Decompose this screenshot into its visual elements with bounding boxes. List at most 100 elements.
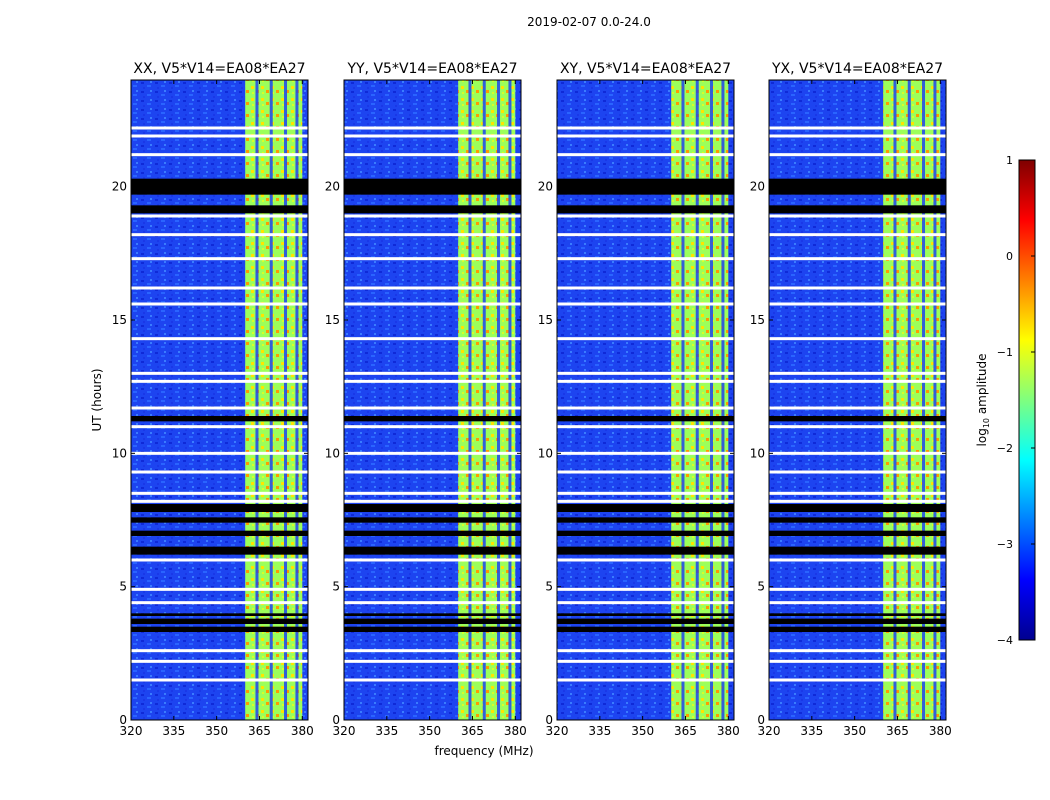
data-gap-row — [344, 153, 521, 157]
data-gap-row — [344, 379, 521, 383]
data-gap-row — [769, 379, 946, 383]
channel-gap — [695, 80, 699, 720]
flagged-row — [557, 530, 734, 536]
x-tick-label: 350 — [418, 724, 441, 738]
y-tick-label: 5 — [545, 580, 553, 594]
channel-gap — [255, 80, 259, 720]
data-gap-row — [557, 649, 734, 653]
flagged-row — [344, 416, 521, 422]
data-gap-row — [557, 587, 734, 591]
data-gap-row — [344, 558, 521, 562]
colorbar-label-log: log — [975, 428, 989, 446]
colorbar-label: log10 amplitude — [975, 354, 991, 447]
data-gap-row — [769, 214, 946, 218]
x-tick-label: 350 — [631, 724, 654, 738]
colorbar-tick-label: 1 — [1006, 154, 1013, 167]
data-gap-row — [131, 302, 308, 306]
data-gap-row — [557, 601, 734, 605]
flagged-row — [344, 517, 521, 523]
colorbar-label-rest: amplitude — [975, 354, 989, 418]
flagged-row — [557, 546, 734, 555]
data-gap-row — [131, 649, 308, 653]
channel-gap — [269, 80, 273, 720]
data-gap-row — [769, 558, 946, 562]
data-gap-row — [344, 587, 521, 591]
data-gap-row — [344, 134, 521, 138]
flagged-row — [769, 546, 946, 555]
y-tick-label: 5 — [332, 580, 340, 594]
data-gap-row — [131, 491, 308, 495]
panel-frame — [343, 79, 522, 721]
data-gap-row — [131, 406, 308, 410]
x-tick-label: 380 — [291, 724, 314, 738]
data-gap-row — [344, 406, 521, 410]
flagged-row — [131, 178, 308, 195]
flagged-row — [131, 530, 308, 536]
channel-gap — [508, 80, 512, 720]
data-gap-row — [769, 233, 946, 237]
flagged-row — [769, 205, 946, 214]
y-tick-label: 0 — [545, 713, 553, 727]
panel-2: XY, V5*V14=EA08*EA27 320 335 350 365 380 0 5 10 1… — [538, 61, 740, 738]
data-gap-row — [344, 678, 521, 682]
data-gap-row — [131, 337, 308, 341]
data-gap-row — [769, 286, 946, 290]
flagged-row — [769, 416, 946, 422]
data-gap-row — [769, 134, 946, 138]
channel-gap — [295, 80, 299, 720]
colorbar-label-sub: 10 — [982, 418, 991, 428]
colorbar-tick-label: 0 — [1006, 250, 1013, 263]
channel-gap — [284, 80, 288, 720]
flagged-row — [131, 517, 308, 523]
data-gap-row — [769, 659, 946, 663]
flagged-row — [344, 626, 521, 632]
colorbar: 10−1−2−3−4 log10 amplitude — [975, 154, 1036, 647]
panel-frame — [768, 79, 947, 721]
data-gap-row — [769, 337, 946, 341]
data-gap-row — [344, 470, 521, 474]
data-gap-row — [557, 371, 734, 375]
data-gap-row — [344, 649, 521, 653]
flagged-row — [769, 178, 946, 195]
channel-gap — [907, 80, 911, 720]
data-gap-row — [131, 470, 308, 474]
data-gap-row — [344, 499, 521, 503]
x-tick-label: 320 — [546, 724, 569, 738]
data-gap-row — [557, 257, 734, 261]
data-gap-row — [344, 451, 521, 455]
flagged-row — [344, 530, 521, 536]
panel-0: XX, V5*V14=EA08*EA27 320 335 350 365 380 0 5 10 1… — [112, 61, 314, 738]
data-gap-row — [131, 678, 308, 682]
x-tick-label: 335 — [375, 724, 398, 738]
flagged-row — [769, 613, 946, 616]
channel-gap — [482, 80, 486, 720]
data-gap-row — [769, 470, 946, 474]
data-gap-row — [131, 126, 308, 130]
data-gap-row — [131, 214, 308, 218]
data-gap-row — [769, 425, 946, 429]
x-tick-label: 335 — [162, 724, 185, 738]
flagged-row — [557, 626, 734, 632]
data-gap-row — [131, 371, 308, 375]
data-gap-row — [344, 491, 521, 495]
data-gap-row — [344, 659, 521, 663]
data-gap-row — [557, 659, 734, 663]
data-gap-row — [344, 371, 521, 375]
data-gap-row — [557, 214, 734, 218]
data-gap-row — [769, 302, 946, 306]
x-tick-label: 320 — [333, 724, 356, 738]
y-tick-label: 0 — [119, 713, 127, 727]
colorbar-tick-label: −2 — [997, 442, 1013, 455]
channel-gap — [710, 80, 714, 720]
flagged-row — [131, 205, 308, 214]
data-gap-row — [769, 371, 946, 375]
data-gap-row — [557, 451, 734, 455]
data-gap-row — [131, 425, 308, 429]
x-tick-label: 380 — [504, 724, 527, 738]
data-gap-row — [557, 558, 734, 562]
data-gap-row — [557, 286, 734, 290]
data-gap-row — [557, 470, 734, 474]
data-gap-row — [131, 587, 308, 591]
x-tick-label: 365 — [886, 724, 909, 738]
